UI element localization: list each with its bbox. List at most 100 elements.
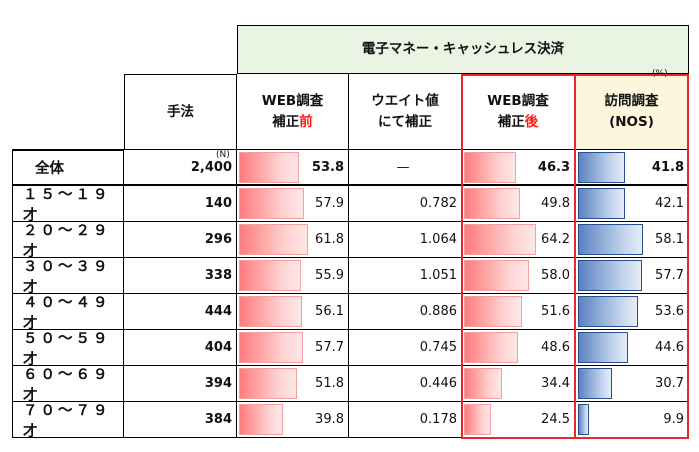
value-text: 1.064 [419,232,457,247]
bar-web_post [464,260,529,291]
value-cell-web_post: 51.6 [462,294,575,330]
value-text: 61.8 [315,232,344,247]
sample-size: 296 [124,222,237,258]
row-label: ４０～４９才 [12,294,124,332]
column-header-line: 補正前 [272,112,313,133]
column-header-weight: ウエイト値 にて補正 [349,74,462,150]
value-text: 51.8 [315,376,344,391]
bar-web_pre [239,404,284,435]
value-cell-weight: 1.051 [349,258,462,294]
bar-web_post [464,152,516,183]
value-text: 0.178 [419,412,457,427]
sample-size: 338 [124,258,237,294]
bar-web_pre [239,296,302,327]
row-header-label: 手法 [124,74,237,150]
value-text: 53.8 [311,159,344,175]
value-cell-web_post: 34.4 [462,366,575,402]
value-text: 9.9 [663,412,684,427]
value-cell-web_pre: 55.9 [237,258,349,294]
value-text: 48.6 [541,340,570,355]
row-label: ７０～７９才 [12,402,124,440]
value-text: 58.1 [655,232,684,247]
bar-nos [578,296,638,327]
value-text: 55.9 [315,268,344,283]
value-cell-weight: 0.745 [349,330,462,366]
column-header-line: 訪問調査 [604,92,659,109]
value-text: 41.8 [651,159,684,175]
value-cell-weight: 0.446 [349,366,462,402]
value-cell-weight: 0.886 [349,294,462,330]
value-text: 1.051 [419,268,457,283]
value-cell-web_post: 49.8 [462,186,575,222]
sample-size: 384 [124,402,237,438]
column-header-accent: 前 [299,113,313,130]
column-header-nos: 訪問調査 (NOS) [575,74,689,150]
row-label: ６０～６９才 [12,366,124,404]
row-label: ５０～５９才 [12,330,124,368]
value-text: 30.7 [655,376,684,391]
value-cell-web_post: 48.6 [462,330,575,366]
column-header-line: ウエイト値 [371,92,439,109]
value-text: 51.6 [541,304,570,319]
value-cell-web_post: 64.2 [462,222,575,258]
bar-nos [578,188,625,219]
column-header-line: 補正後 [498,112,539,133]
sample-size: 394 [124,366,237,402]
column-header-line: にて補正 [378,113,432,130]
value-text: 0.886 [419,304,457,319]
value-cell-nos: 57.7 [575,258,689,294]
bar-nos [578,152,625,183]
value-cell-nos: 30.7 [575,366,689,402]
value-cell-nos: 44.6 [575,330,689,366]
value-text: 49.8 [541,196,570,211]
value-text: 56.1 [315,304,344,319]
value-text: 0.745 [419,340,457,355]
column-header-line-text: 補正 [272,113,300,130]
value-cell-nos: 53.6 [575,294,689,330]
column-header-line-text: 補正 [497,113,525,130]
bar-web_post [464,224,536,255]
bar-web_post [464,332,519,363]
value-text: 42.1 [655,196,684,211]
group-header: 電子マネー・キャッシュレス決済 [237,25,689,74]
bar-web_post [464,368,503,399]
bar-web_post [464,188,520,219]
value-cell-web_pre: 61.8 [237,222,349,258]
bar-nos [578,404,590,435]
value-text: 58.0 [541,268,570,283]
value-cell-web_pre: 53.8 [237,150,349,186]
column-header-line: (NOS) [609,113,654,130]
sample-size: 404 [124,330,237,366]
bar-web_pre [239,260,302,291]
value-text: 34.4 [541,376,570,391]
value-cell-weight: 1.064 [349,222,462,258]
bar-nos [578,260,643,291]
value-text: 57.9 [315,196,344,211]
n-unit-label: (N) [216,150,230,160]
value-text: 0.446 [419,376,457,391]
bar-web_pre [239,188,304,219]
row-label: 全体 [12,150,124,186]
row-label: ３０～３９才 [12,258,124,296]
bar-nos [578,368,613,399]
value-text: 57.7 [315,340,344,355]
sample-size: 140 [124,186,237,222]
value-cell-web_post: 58.0 [462,258,575,294]
value-cell-web_post: 24.5 [462,402,575,438]
bar-nos [578,332,628,363]
sample-size: 444 [124,294,237,330]
highlight-divider [574,74,576,438]
row-label: １５～１９才 [12,186,124,224]
value-cell-nos: 9.9 [575,402,689,438]
value-text: 0.782 [419,196,457,211]
value-text: — [396,159,410,175]
value-cell-weight: 0.178 [349,402,462,438]
top-left-blank [12,74,124,150]
bar-web_pre [239,332,304,363]
value-cell-web_pre: 56.1 [237,294,349,330]
value-cell-web_pre: 51.8 [237,366,349,402]
value-text: 39.8 [315,412,344,427]
value-cell-nos: 42.1 [575,186,689,222]
column-header-web_post: WEB調査 補正後 [462,74,575,150]
value-cell-web_pre: 57.9 [237,186,349,222]
